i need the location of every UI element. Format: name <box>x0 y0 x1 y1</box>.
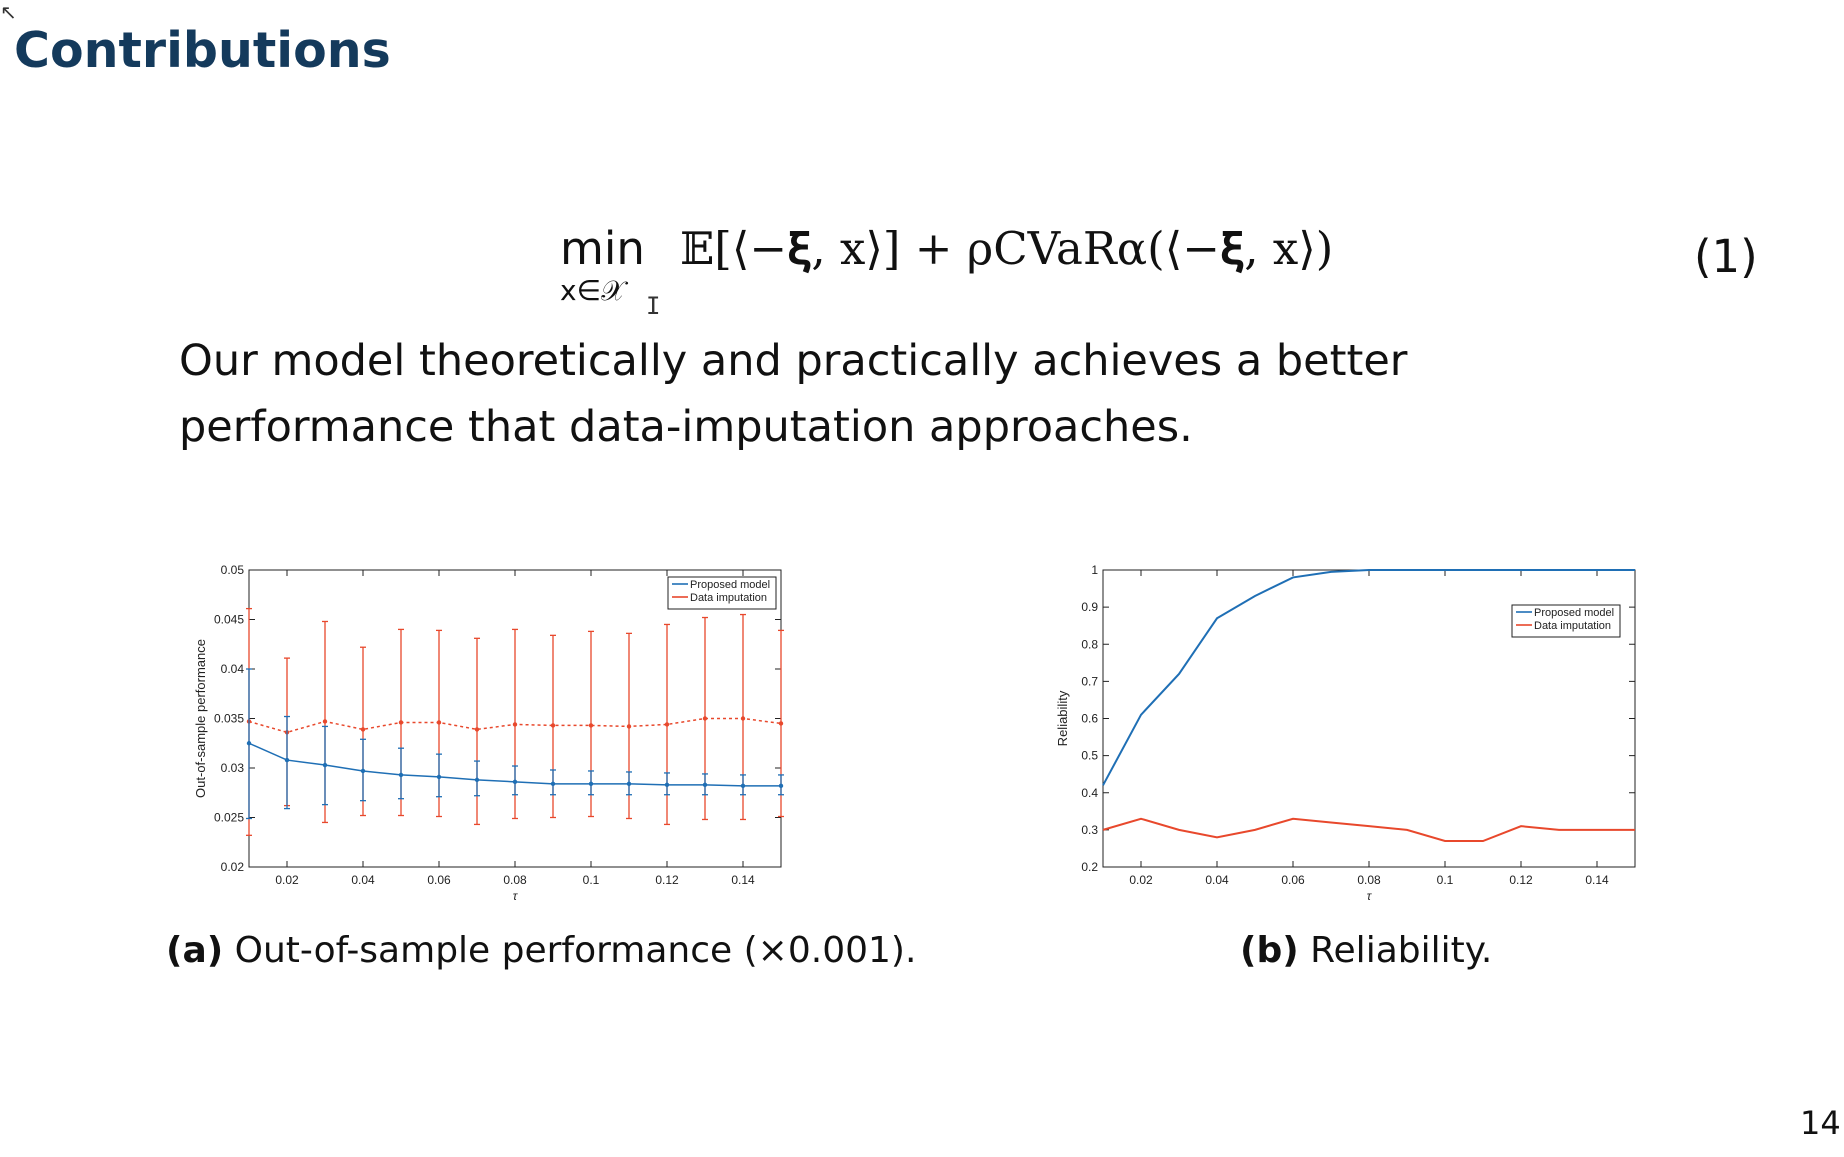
data-point <box>360 727 366 732</box>
x-tick-label: 0.1 <box>1437 873 1454 887</box>
caption-a: (a) Out-of-sample performance (×0.001). <box>166 930 916 971</box>
data-point <box>322 762 328 768</box>
x-tick-label: 0.04 <box>351 873 375 887</box>
page-number: 14 <box>1800 1104 1841 1142</box>
data-point <box>702 782 708 788</box>
y-tick-label: 0.4 <box>1081 786 1098 800</box>
x-tick-label: 0.14 <box>731 873 755 887</box>
y-tick-label: 0.035 <box>214 712 244 726</box>
data-point <box>322 719 328 724</box>
data-point <box>702 716 708 721</box>
series-line <box>1102 569 1635 786</box>
x-tick-label: 0.08 <box>503 873 527 887</box>
y-tick-label: 0.045 <box>214 613 244 627</box>
data-point <box>626 781 632 787</box>
y-tick-label: 0.04 <box>221 662 245 676</box>
y-tick-label: 0.7 <box>1081 674 1098 688</box>
formula-subscript: x∈𝒳 <box>560 274 626 307</box>
data-point <box>436 774 442 780</box>
caption-b: (b) Reliability. <box>1240 930 1492 971</box>
x-axis-label: τ <box>1367 889 1373 903</box>
data-point <box>626 724 632 729</box>
reliability-chart: 0.02 0.04 0.06 0.08 0.1 0.12 0.14 0.2 0.3 0.4 0.5 0… <box>1055 563 1636 903</box>
data-point <box>550 781 556 787</box>
slide-title: Contributions <box>14 22 391 79</box>
legend-entry: Proposed model <box>690 579 770 591</box>
legend-entry: Proposed model <box>1534 607 1614 619</box>
y-tick-label: 0.6 <box>1081 712 1098 726</box>
x-tick-label: 0.04 <box>1205 873 1229 887</box>
data-point <box>588 723 594 728</box>
x-tick-label: 0.02 <box>1129 873 1153 887</box>
legend-entry: Data imputation <box>690 592 767 604</box>
y-tick-label: 0.02 <box>221 860 245 874</box>
y-tick-label: 0.025 <box>214 811 244 825</box>
data-point <box>398 772 404 778</box>
x-tick-label: 0.14 <box>1585 873 1609 887</box>
y-axis-label: Reliability <box>1055 690 1070 746</box>
caption-a-text: Out-of-sample performance (×0.001). <box>234 930 917 971</box>
data-point <box>664 782 670 788</box>
mouse-pointer-icon: ↖ <box>0 0 17 24</box>
equation-number: (1) <box>1694 230 1758 283</box>
caption-a-label: (a) <box>166 930 224 971</box>
y-tick-label: 0.2 <box>1081 860 1098 874</box>
data-point <box>588 781 594 787</box>
y-tick-label: 0.8 <box>1081 637 1098 651</box>
x-tick-label: 0.02 <box>275 873 299 887</box>
data-point <box>436 720 442 725</box>
y-tick-label: 0.3 <box>1081 823 1098 837</box>
y-tick-label: 0.5 <box>1081 749 1098 763</box>
data-point <box>740 783 746 789</box>
x-axis-label: τ <box>513 889 519 903</box>
caption-b-label: (b) <box>1240 930 1299 971</box>
x-tick-label: 0.12 <box>1509 873 1533 887</box>
caption-b-text: Reliability. <box>1310 930 1493 971</box>
data-point <box>550 723 556 728</box>
data-point <box>778 783 784 789</box>
x-tick-label: 0.06 <box>427 873 451 887</box>
data-point <box>474 777 480 783</box>
body-text: Our model theoretically and practically … <box>179 336 1408 452</box>
x-tick-label: 0.12 <box>655 873 679 887</box>
x-tick-label: 0.1 <box>583 873 600 887</box>
legend-box <box>1511 604 1621 638</box>
data-point <box>512 722 518 727</box>
y-tick-label: 0.03 <box>221 761 245 775</box>
out-of-sample-chart: 0.02 0.04 0.06 0.08 0.1 0.12 0.14 0.02 0.025 0.03… <box>193 563 784 903</box>
data-point <box>474 727 480 732</box>
data-point <box>246 741 252 746</box>
y-tick-label: 1 <box>1091 563 1098 577</box>
legend-box <box>667 576 777 610</box>
legend-entry: Data imputation <box>1534 620 1611 632</box>
x-tick-label: 0.08 <box>1357 873 1381 887</box>
data-point <box>398 720 404 725</box>
objective-formula: min x∈𝒳 𝔼[⟨−𝛏, x⟩] + ρCVaRα(⟨−𝛏, x⟩) <box>560 222 1333 312</box>
x-tick-label: 0.06 <box>1281 873 1305 887</box>
text-cursor-icon: I <box>646 292 661 320</box>
data-point <box>778 721 784 726</box>
y-tick-label: 0.05 <box>221 563 245 577</box>
data-point <box>512 779 518 785</box>
formula-min: min <box>560 222 645 275</box>
y-tick-label: 0.9 <box>1081 600 1098 614</box>
data-point <box>740 716 746 721</box>
data-point <box>284 757 290 763</box>
series-line <box>1102 817 1635 843</box>
data-point <box>360 768 366 774</box>
formula-expression: 𝔼[⟨−𝛏, x⟩] + ρCVaRα(⟨−𝛏, x⟩) <box>680 222 1334 275</box>
y-axis-label: Out-of-sample performance <box>193 639 208 798</box>
data-point <box>664 722 670 727</box>
